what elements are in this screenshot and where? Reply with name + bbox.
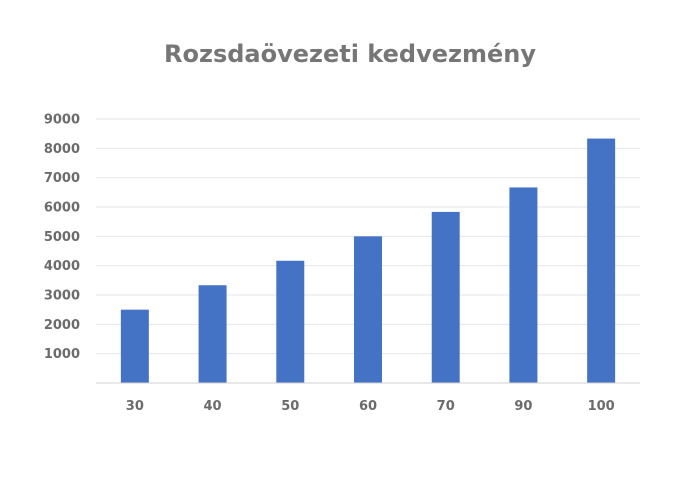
bar [354,236,382,383]
y-tick-label: 2000 [44,318,80,333]
bar [431,211,460,383]
bar [587,138,616,383]
y-tick-label: 1000 [44,347,80,362]
bar [120,309,149,383]
y-tick-label: 9000 [44,113,80,128]
y-tick-label: 7000 [44,171,80,186]
y-tick-label: 3000 [44,289,80,304]
bar [509,187,538,383]
y-tick-label: 4000 [44,259,80,274]
y-tick-label: 6000 [44,201,80,216]
bar [276,260,305,383]
chart-title: Rozsdaövezeti kedvezmény [164,40,536,68]
x-tick-label: 40 [204,399,222,414]
y-tick-label: 8000 [44,142,80,157]
x-tick-label: 30 [126,399,144,414]
bars [120,138,616,383]
x-tick-label: 70 [437,399,455,414]
x-tick-label: 100 [588,399,615,414]
x-tick-label: 90 [514,399,532,414]
axes: 1000 2000 3000 4000 5000 6000 7000 8000 9000 30 40… [44,113,640,414]
x-tick-label: 50 [281,399,299,414]
x-tick-label: 60 [359,399,377,414]
y-tick-label: 5000 [44,230,80,245]
bar [198,285,227,383]
